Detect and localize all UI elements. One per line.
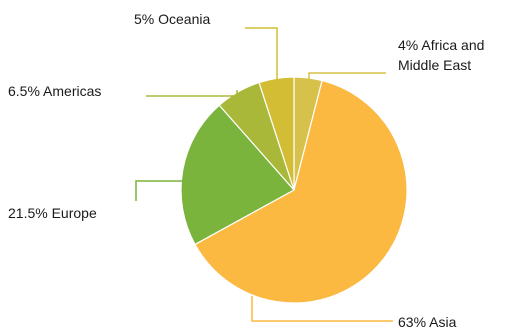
slice-label-europe: 21.5% Europe (8, 205, 97, 221)
pie-slice-europe (180, 104, 295, 246)
slice-label-americas: 6.5% Americas (8, 83, 101, 99)
leader-line-europe (135, 180, 182, 201)
slice-label-africa-and-middle-east-line-2: Middle East (398, 57, 471, 73)
slice-label-asia: 63% Asia (398, 314, 457, 330)
leader-line-americas (146, 90, 238, 97)
leader-line-asia (251, 296, 393, 322)
leader-line-africa-and-middle-east (308, 72, 386, 80)
leader-line-oceania (245, 27, 278, 79)
slice-label-oceania: 5% Oceania (134, 11, 210, 27)
slice-label-africa-and-middle-east-line-1: 4% Africa and (398, 37, 484, 53)
pie-slice-asia (194, 79, 408, 304)
